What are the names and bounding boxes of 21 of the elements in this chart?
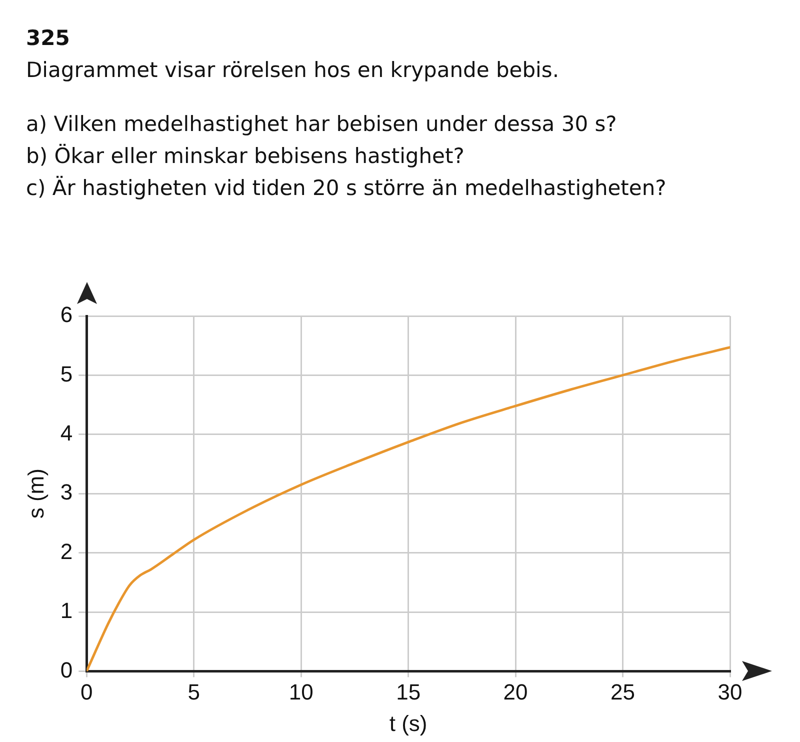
y-tick-label: 1	[60, 598, 73, 624]
y-tick-label: 0	[60, 657, 73, 682]
chart-subtitle: Diagrammet visar rörelsen hos en krypande bebis.	[26, 58, 560, 82]
x-axis-title: t (s)	[389, 710, 428, 736]
x-tick-label: 0	[80, 679, 93, 704]
x-tick-label: 20	[503, 679, 528, 704]
y-tick-label: 4	[60, 420, 73, 446]
y-tick-label: 6	[60, 302, 73, 328]
y-tick-label: 3	[60, 480, 73, 505]
y-tick-label: 5	[60, 361, 73, 386]
x-tick-label: 15	[396, 679, 421, 704]
text: c) Är hastigheten vid tiden 20 s större än medelhastigheten?	[26, 176, 668, 200]
x-tick-label: 5	[188, 679, 200, 704]
x-tick-label: 25	[610, 679, 636, 704]
chart-title: 325	[26, 26, 71, 50]
x-tick-label: 10	[288, 679, 314, 704]
y-tick-label: 2	[60, 538, 73, 564]
text: a) Vilken medelhastighet har bebisen under dessa 30 s?	[26, 112, 618, 136]
x-tick-label: 30	[718, 679, 742, 704]
text: b) Ökar eller minskar bebisens hastighet?	[26, 144, 466, 168]
y-axis-title: s (m)	[23, 468, 48, 519]
